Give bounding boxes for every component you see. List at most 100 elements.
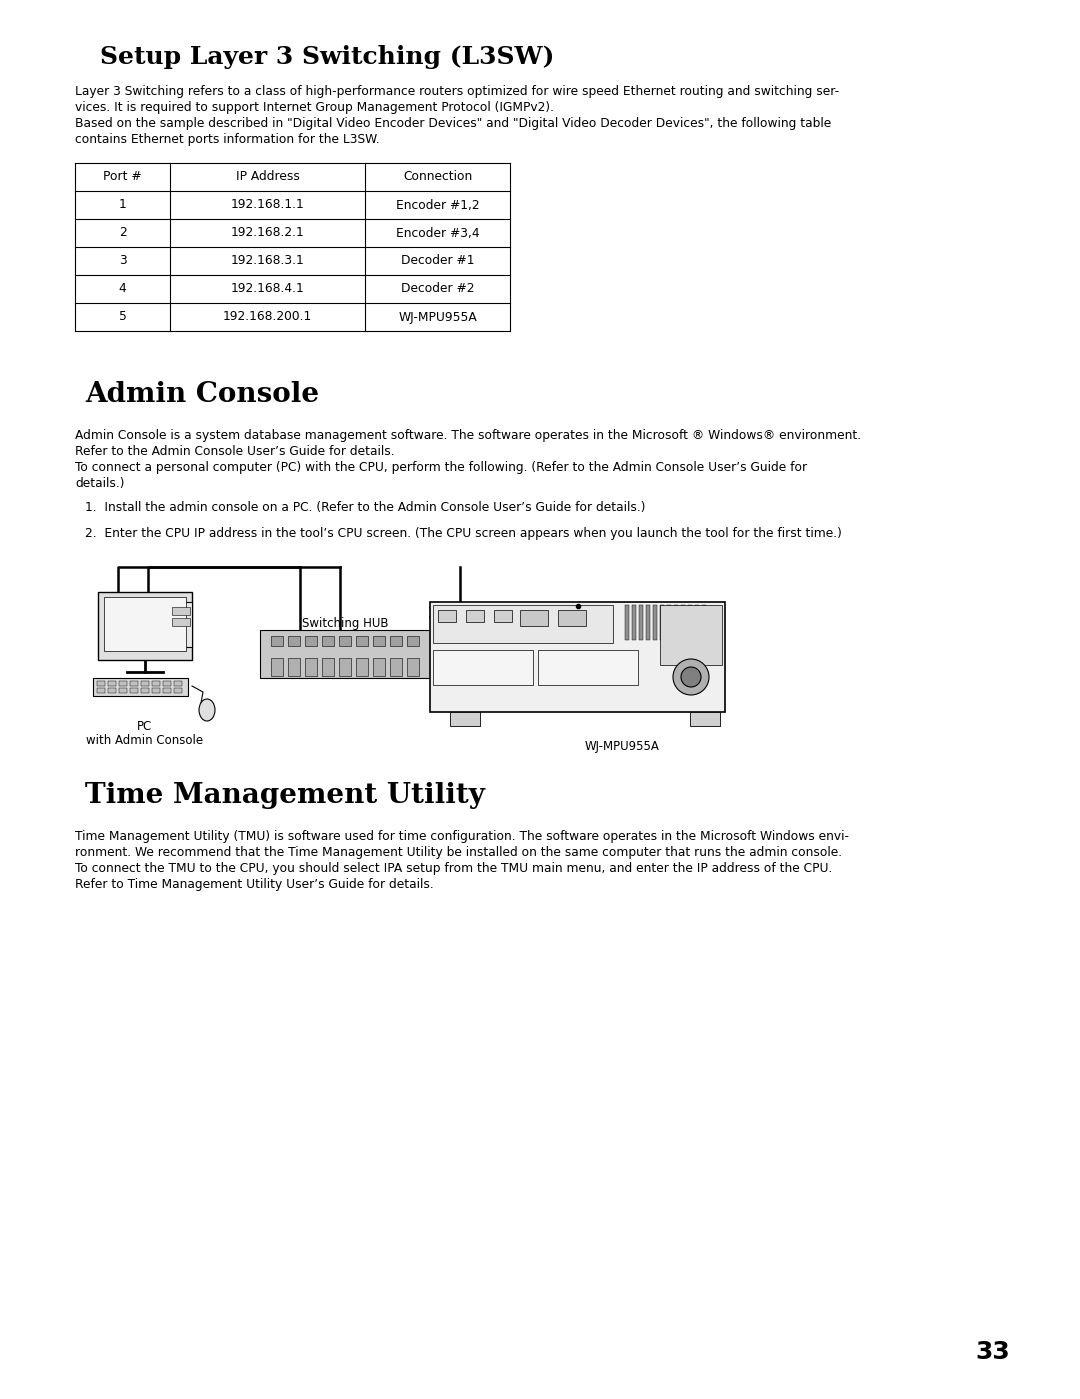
Text: Refer to the Admin Console User’s Guide for details.: Refer to the Admin Console User’s Guide … [75,445,394,457]
FancyBboxPatch shape [170,602,192,646]
Text: 3: 3 [119,255,126,267]
FancyBboxPatch shape [558,610,586,625]
FancyBboxPatch shape [97,681,105,686]
Text: 1.  Install the admin console on a PC. (Refer to the Admin Console User’s Guide : 1. Install the admin console on a PC. (R… [85,501,646,513]
FancyBboxPatch shape [438,610,456,623]
Text: PC: PC [137,720,152,733]
FancyBboxPatch shape [433,604,613,644]
FancyBboxPatch shape [119,688,127,693]
FancyBboxPatch shape [674,604,678,639]
Text: WJ-MPU955A: WJ-MPU955A [584,740,659,753]
FancyBboxPatch shape [152,681,160,686]
FancyBboxPatch shape [93,679,188,695]
FancyBboxPatch shape [494,610,512,623]
FancyBboxPatch shape [163,688,171,693]
FancyBboxPatch shape [97,688,105,693]
Text: Admin Console is a system database management software. The software operates in: Admin Console is a system database manag… [75,429,861,442]
FancyBboxPatch shape [538,651,638,686]
FancyBboxPatch shape [390,637,402,646]
Text: Admin Console: Admin Console [85,381,319,409]
FancyBboxPatch shape [433,651,534,686]
FancyBboxPatch shape [163,681,171,686]
FancyBboxPatch shape [696,604,699,639]
Circle shape [673,659,708,695]
Text: 2.  Enter the CPU IP address in the tool’s CPU screen. (The CPU screen appears w: 2. Enter the CPU IP address in the tool’… [85,527,842,540]
Text: 192.168.4.1: 192.168.4.1 [231,283,305,295]
Text: details.): details.) [75,477,124,490]
Text: 5: 5 [119,311,126,323]
FancyBboxPatch shape [681,604,685,639]
FancyBboxPatch shape [108,688,116,693]
FancyBboxPatch shape [356,637,368,646]
Text: 192.168.1.1: 192.168.1.1 [231,199,305,211]
Text: 192.168.3.1: 192.168.3.1 [231,255,305,267]
FancyBboxPatch shape [288,658,300,676]
Text: 1: 1 [119,199,126,211]
Text: WJ-MPU955A: WJ-MPU955A [399,311,477,323]
FancyBboxPatch shape [119,681,127,686]
FancyBboxPatch shape [407,637,419,646]
FancyBboxPatch shape [108,681,116,686]
FancyBboxPatch shape [407,658,419,676]
FancyBboxPatch shape [356,658,368,676]
FancyBboxPatch shape [465,610,484,623]
FancyBboxPatch shape [339,658,351,676]
FancyBboxPatch shape [271,658,283,676]
FancyBboxPatch shape [271,637,283,646]
FancyBboxPatch shape [141,681,149,686]
FancyBboxPatch shape [339,637,351,646]
FancyBboxPatch shape [174,681,183,686]
Text: vices. It is required to support Internet Group Management Protocol (IGMPv2).: vices. It is required to support Interne… [75,101,554,113]
Text: 2: 2 [119,227,126,239]
FancyBboxPatch shape [98,592,192,660]
FancyBboxPatch shape [450,712,480,726]
Text: Time Management Utility: Time Management Utility [85,782,485,809]
Text: Time Management Utility (TMU) is software used for time configuration. The softw: Time Management Utility (TMU) is softwar… [75,830,849,844]
Text: Encoder #3,4: Encoder #3,4 [395,227,480,239]
Text: To connect a personal computer (PC) with the CPU, perform the following. (Refer : To connect a personal computer (PC) with… [75,462,807,474]
FancyBboxPatch shape [660,604,723,665]
FancyBboxPatch shape [130,681,138,686]
FancyBboxPatch shape [702,604,706,639]
FancyBboxPatch shape [305,637,318,646]
FancyBboxPatch shape [390,658,402,676]
FancyBboxPatch shape [639,604,643,639]
FancyBboxPatch shape [322,658,334,676]
FancyBboxPatch shape [172,618,190,625]
FancyBboxPatch shape [625,604,629,639]
Text: 192.168.2.1: 192.168.2.1 [231,227,305,239]
FancyBboxPatch shape [288,637,300,646]
Text: Refer to Time Management Utility User’s Guide for details.: Refer to Time Management Utility User’s … [75,879,434,891]
FancyBboxPatch shape [172,607,190,616]
Text: 192.168.200.1: 192.168.200.1 [222,311,312,323]
FancyBboxPatch shape [632,604,636,639]
FancyBboxPatch shape [430,602,725,712]
FancyBboxPatch shape [688,604,692,639]
Text: Based on the sample described in "Digital Video Encoder Devices" and "Digital Vi: Based on the sample described in "Digita… [75,118,832,130]
Text: 4: 4 [119,283,126,295]
Text: Layer 3 Switching refers to a class of high-performance routers optimized for wi: Layer 3 Switching refers to a class of h… [75,85,839,98]
FancyBboxPatch shape [646,604,650,639]
Text: Encoder #1,2: Encoder #1,2 [395,199,480,211]
Text: Decoder #1: Decoder #1 [401,255,474,267]
FancyBboxPatch shape [260,630,430,679]
FancyBboxPatch shape [653,604,657,639]
FancyBboxPatch shape [152,688,160,693]
Text: Switching HUB: Switching HUB [301,617,388,630]
Text: To connect the TMU to the CPU, you should select IPA setup from the TMU main men: To connect the TMU to the CPU, you shoul… [75,862,833,874]
FancyBboxPatch shape [373,637,384,646]
FancyBboxPatch shape [660,604,664,639]
Text: Port #: Port # [104,171,141,183]
Text: Connection: Connection [403,171,472,183]
FancyBboxPatch shape [174,688,183,693]
FancyBboxPatch shape [104,597,186,651]
Text: Decoder #2: Decoder #2 [401,283,474,295]
FancyBboxPatch shape [141,688,149,693]
FancyBboxPatch shape [130,688,138,693]
FancyBboxPatch shape [690,712,720,726]
FancyBboxPatch shape [373,658,384,676]
FancyBboxPatch shape [322,637,334,646]
Circle shape [681,667,701,687]
Ellipse shape [199,700,215,720]
Text: contains Ethernet ports information for the L3SW.: contains Ethernet ports information for … [75,133,380,145]
